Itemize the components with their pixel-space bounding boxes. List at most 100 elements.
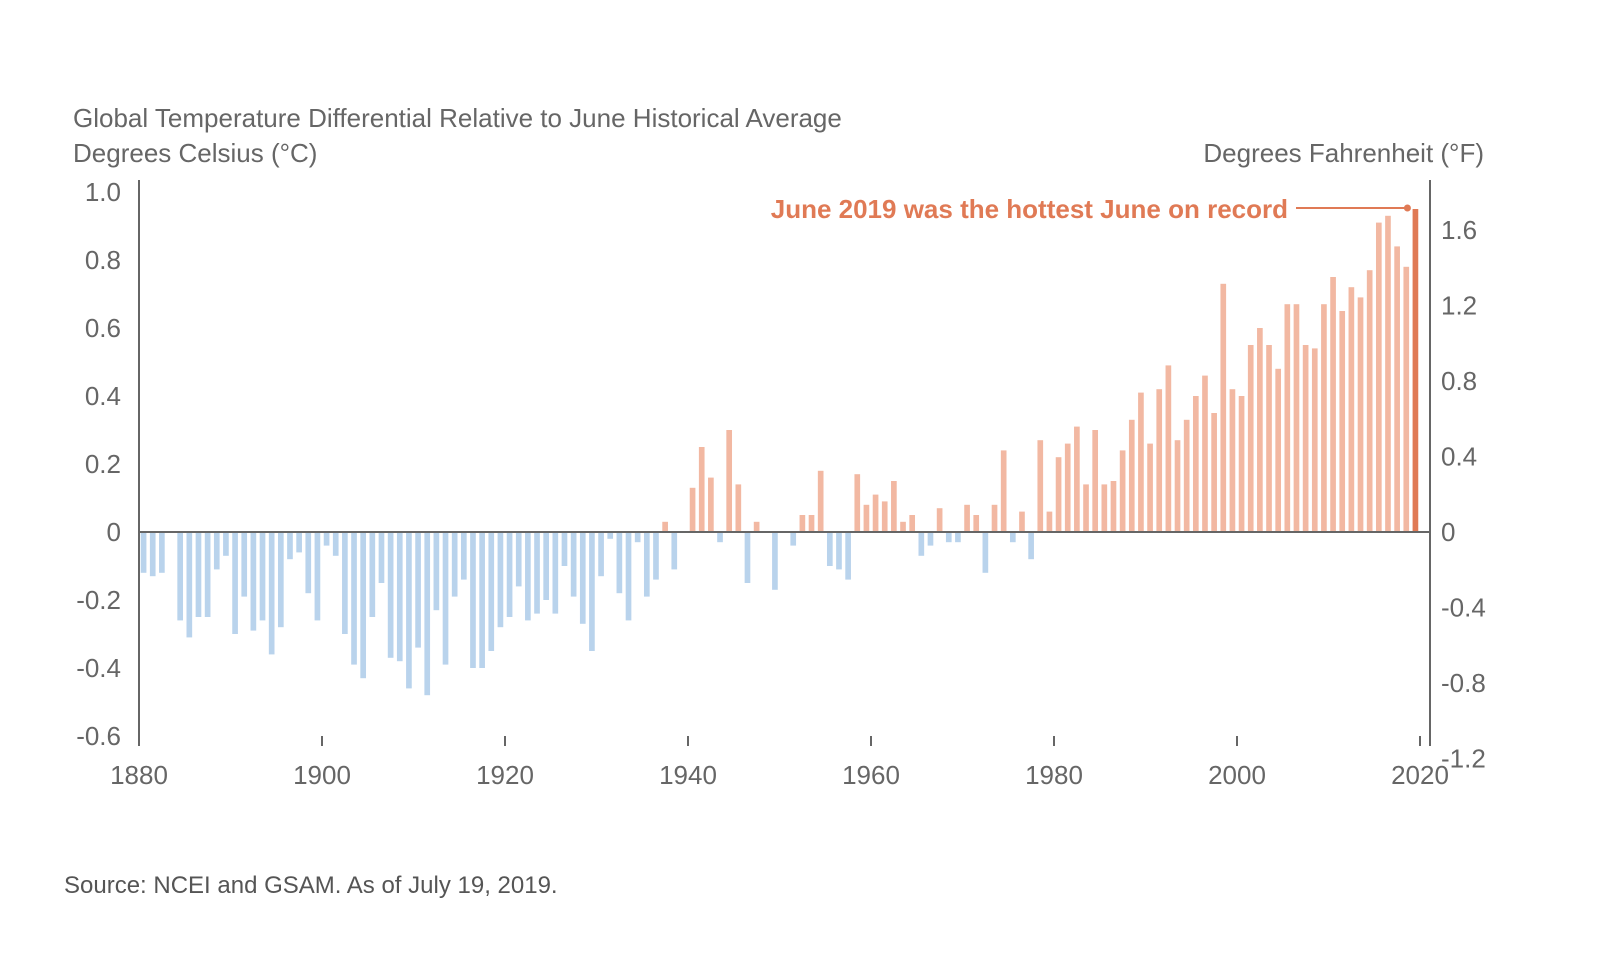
bar-1993 — [1174, 440, 1181, 532]
annotation-marker — [1403, 204, 1411, 212]
bar-2004 — [1275, 368, 1282, 532]
bar-1917 — [479, 532, 485, 668]
bar-1942 — [708, 477, 714, 532]
bar-1960 — [872, 494, 879, 532]
bar-1889 — [223, 532, 229, 556]
bar-1920 — [506, 532, 513, 617]
bar-1898 — [305, 532, 312, 594]
bar-1971 — [973, 515, 980, 532]
bar-1980 — [1055, 457, 1062, 532]
bar-1966 — [927, 532, 934, 546]
bar-1970 — [964, 504, 970, 532]
bar-2005 — [1284, 304, 1291, 532]
bar-1913 — [442, 532, 449, 665]
bar-1992 — [1165, 365, 1172, 532]
bar-1908 — [396, 532, 403, 662]
bar-1924 — [543, 532, 550, 600]
y-left-tick-label: 1.0 — [85, 177, 121, 207]
bar-1914 — [451, 532, 458, 597]
bar-2008 — [1311, 348, 1318, 532]
bar-1986 — [1110, 481, 1117, 532]
bar-1954 — [817, 470, 824, 532]
bar-1896 — [287, 532, 293, 560]
bar-1967 — [936, 508, 943, 532]
bar-1981 — [1064, 443, 1071, 532]
bar-2002 — [1257, 328, 1263, 532]
y-left-tick-label: -0.6 — [76, 721, 121, 751]
bar-1902 — [342, 532, 348, 634]
bar-1911 — [424, 532, 431, 696]
bar-1955 — [826, 532, 833, 566]
bar-1957 — [845, 532, 851, 580]
bar-1956 — [836, 532, 842, 570]
bar-1901 — [332, 532, 339, 556]
bar-1894 — [268, 532, 275, 655]
annotation-text: June 2019 was the hottest June on record — [771, 194, 1288, 224]
bar-1931 — [607, 532, 614, 539]
bar-1964 — [909, 515, 916, 532]
bar-1905 — [369, 532, 376, 617]
source-note: Source: NCEI and GSAM. As of July 19, 20… — [64, 872, 558, 899]
bar-1945 — [735, 484, 742, 532]
bar-1891 — [241, 532, 248, 597]
record-annotation: June 2019 was the hottest June on record — [771, 194, 1411, 224]
bar-1943 — [717, 532, 723, 543]
bar-1909 — [406, 532, 412, 689]
bar-1996 — [1202, 375, 1208, 532]
bar-1988 — [1128, 419, 1135, 532]
bar-1938 — [671, 532, 678, 570]
bar-1965 — [918, 532, 925, 556]
bar-1892 — [250, 532, 257, 631]
y-left-tick-label: 0.6 — [85, 313, 121, 343]
chart-title: Global Temperature Differential Relative… — [73, 103, 842, 133]
bar-1990 — [1147, 443, 1153, 532]
bar-1963 — [900, 521, 906, 532]
y-left-tick-label: 0.8 — [85, 245, 121, 275]
x-tick-label: 1960 — [842, 760, 900, 790]
bar-series — [140, 209, 1419, 696]
y-right-tick-label: 1.2 — [1441, 290, 1477, 320]
bar-2014 — [1366, 270, 1373, 532]
bar-1918 — [488, 532, 495, 651]
bar-1903 — [351, 532, 357, 665]
y-axis-right-label: Degrees Fahrenheit (°F) — [1203, 138, 1484, 168]
bar-1936 — [653, 532, 659, 580]
y-left-tick-label: 0.2 — [85, 449, 121, 479]
x-tick-label: 2020 — [1391, 760, 1449, 790]
bar-1880 — [140, 532, 147, 573]
bar-1927 — [570, 532, 577, 597]
bar-1952 — [799, 515, 806, 532]
bar-1951 — [790, 532, 797, 546]
bar-1912 — [433, 532, 440, 611]
bar-1888 — [213, 532, 220, 570]
bar-1916 — [470, 532, 476, 668]
y-axis-left-ticks: 1.0 0.8 0.6 0.4 0.2 0 -0.2 -0.4 -0.6 — [76, 177, 121, 751]
y-axis-right-ticks: 1.6 1.2 0.8 0.4 0 -0.4 -0.8 -1.2 — [1441, 215, 1486, 774]
bar-1925 — [552, 532, 559, 614]
bar-1926 — [561, 532, 568, 566]
bar-1915 — [460, 532, 467, 580]
x-tick-label: 1940 — [659, 760, 717, 790]
bar-1941 — [698, 447, 705, 532]
bar-1975 — [1009, 532, 1016, 543]
bar-1935 — [643, 532, 650, 597]
bar-1973 — [991, 504, 998, 532]
bar-1904 — [360, 532, 367, 679]
bar-1982 — [1074, 426, 1080, 532]
y-right-tick-label: 1.6 — [1441, 215, 1477, 245]
x-tick-label: 1980 — [1025, 760, 1083, 790]
bar-1882 — [159, 532, 165, 573]
bar-1977 — [1028, 532, 1034, 560]
bar-2018 — [1403, 266, 1410, 532]
x-axis-ticks: 1880 1900 1920 1940 1960 1980 2000 2020 — [110, 736, 1449, 790]
bar-1930 — [598, 532, 604, 577]
bar-1979 — [1046, 511, 1053, 532]
bar-1940 — [689, 487, 696, 532]
bar-1994 — [1183, 419, 1190, 532]
bar-2000 — [1238, 396, 1245, 532]
bar-1946 — [744, 532, 751, 583]
y-right-tick-label: -0.8 — [1441, 668, 1486, 698]
bar-1953 — [808, 515, 815, 532]
bar-2016 — [1385, 215, 1391, 533]
